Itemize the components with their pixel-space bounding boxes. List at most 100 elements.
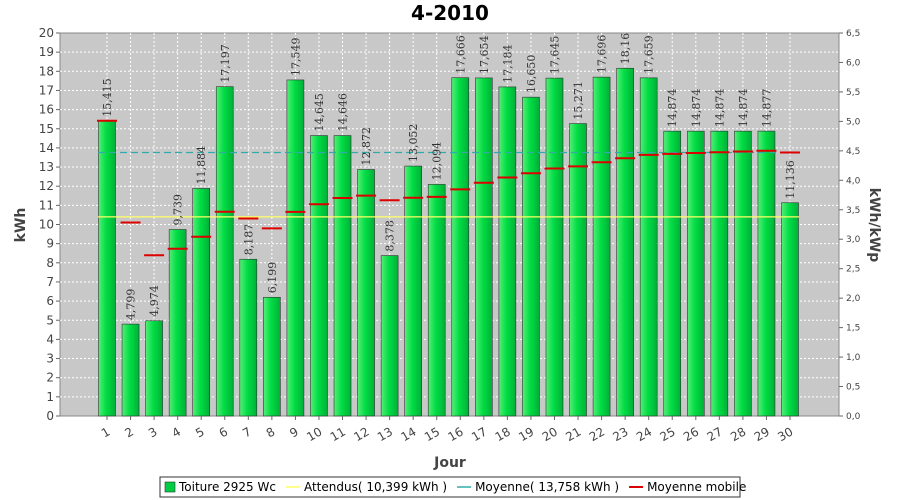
x-tick-label: 17 [469, 424, 489, 444]
bar-value-label: 18,16 [619, 33, 632, 65]
y2-tick-label: 1,0 [846, 353, 861, 363]
bar [263, 296, 281, 417]
x-tick-label: 13 [375, 424, 395, 444]
bar-value-label: 14,645 [313, 93, 326, 132]
legend-entry-label: Toiture 2925 Wc [178, 480, 276, 494]
x-tick-label: 14 [398, 424, 418, 444]
bar-value-label: 14,646 [337, 93, 350, 132]
y2-tick-label: 2,5 [846, 265, 860, 275]
bar-value-label: 14,874 [737, 89, 750, 128]
x-tick-label: 30 [775, 424, 795, 444]
x-tick-label: 23 [610, 424, 630, 444]
y2-tick-label: 0,0 [846, 412, 861, 422]
bar [781, 202, 799, 417]
x-tick-label: 15 [422, 424, 442, 444]
y-tick-label: 6 [46, 294, 54, 308]
y2-tick-label: 3,5 [846, 206, 860, 216]
bar-value-label: 6,199 [266, 262, 279, 294]
bar [639, 77, 658, 417]
x-axis: 1 2 3 4 5 6 7 8 9 10 11 12 13 14 15 16 17 18 19 20 21 22 23 24 2… [99, 416, 796, 444]
bar [475, 77, 493, 417]
bar [663, 130, 682, 417]
y-tick-label: 17 [39, 83, 54, 97]
bar-value-label: 17,549 [289, 37, 302, 76]
bar [427, 184, 446, 417]
x-tick-label: 27 [705, 424, 725, 444]
bar-value-label: 17,696 [596, 35, 609, 74]
bar [616, 67, 634, 417]
y2-axis: 0,0 0,5 1,0 1,5 2,0 2,5 3,0 3,5 4,0 4,5 5,0 5,5 6,0 6… [839, 29, 861, 422]
bar-value-label: 17,184 [501, 44, 514, 82]
legend-entry-label: Moyenne( 13,758 kWh ) [475, 480, 619, 494]
bar [192, 188, 211, 417]
y-tick-label: 18 [39, 64, 54, 78]
grid-lines [60, 33, 839, 416]
moving-average-markers [97, 119, 800, 257]
x-tick-label: 5 [193, 424, 207, 440]
bar-value-label: 4,799 [125, 289, 138, 321]
bar [286, 79, 305, 417]
bar [310, 135, 328, 417]
bar-value-label: 15,415 [101, 78, 114, 117]
y-axis-label: kWh [13, 208, 29, 243]
y-tick-label: 13 [39, 160, 54, 174]
bar [710, 130, 729, 417]
x-tick-label: 8 [264, 424, 278, 440]
y-tick-label: 11 [39, 198, 54, 212]
y-tick-label: 0 [46, 409, 54, 423]
y-tick-label: 12 [39, 179, 54, 193]
bar-value-label: 17,666 [454, 35, 467, 74]
bar-value-label: 17,654 [478, 35, 491, 74]
y2-tick-label: 4,5 [846, 147, 860, 157]
x-tick-label: 21 [563, 424, 583, 444]
x-tick-label: 7 [240, 424, 254, 440]
bar [592, 76, 611, 417]
x-tick-label: 2 [122, 424, 136, 440]
y-tick-label: 10 [39, 218, 54, 232]
legend: Toiture 2925 Wc Attendus( 10,399 kWh ) Moy… [159, 476, 746, 498]
bar-value-label: 14,874 [713, 89, 726, 128]
x-tick-label: 11 [328, 424, 348, 444]
y2-tick-label: 5,0 [846, 117, 861, 127]
y2-tick-label: 3,0 [846, 235, 861, 245]
bar-value-label: 11,884 [195, 146, 208, 185]
chart-title: 4-2010 [411, 1, 489, 25]
bar [522, 96, 540, 417]
bar [404, 165, 422, 417]
x-tick-label: 28 [728, 424, 748, 444]
bar-value-label: 12,872 [360, 127, 373, 166]
x-tick-label: 1 [99, 424, 113, 440]
bar [686, 130, 705, 417]
bar-value-label: 17,659 [643, 35, 656, 74]
y-tick-label: 15 [39, 122, 54, 136]
bar [333, 135, 352, 417]
bar [215, 86, 234, 417]
x-tick-label: 24 [634, 424, 654, 444]
bar-value-label: 11,136 [784, 160, 797, 199]
x-tick-label: 4 [170, 424, 184, 440]
y2-tick-label: 6,5 [846, 29, 860, 39]
bar-value-label: 16,650 [525, 55, 538, 94]
bar [380, 255, 399, 417]
y2-tick-label: 5,5 [846, 88, 860, 98]
bar-value-label: 13,052 [407, 124, 420, 163]
bar [357, 169, 375, 417]
bar-series [98, 67, 799, 417]
bar [734, 130, 752, 417]
x-tick-label: 25 [658, 424, 678, 444]
legend-entry-label: Attendus( 10,399 kWh ) [304, 480, 447, 494]
y-tick-label: 20 [39, 26, 54, 40]
bar-value-label: 9,739 [172, 194, 185, 226]
bar-value-label: 15,271 [572, 81, 585, 120]
legend-entry-label: Moyenne mobile [647, 480, 746, 494]
y2-tick-label: 0,5 [846, 383, 860, 393]
data-labels: 15,415 4,799 4,974 9,739 11,884 17,197 8,187 6,… [101, 33, 797, 320]
bar [145, 320, 163, 417]
legend-box [159, 476, 741, 498]
legend-swatch-bar [164, 481, 176, 493]
y-tick-label: 2 [46, 371, 54, 385]
bar-value-label: 14,874 [666, 89, 679, 128]
y-tick-label: 1 [46, 390, 54, 404]
